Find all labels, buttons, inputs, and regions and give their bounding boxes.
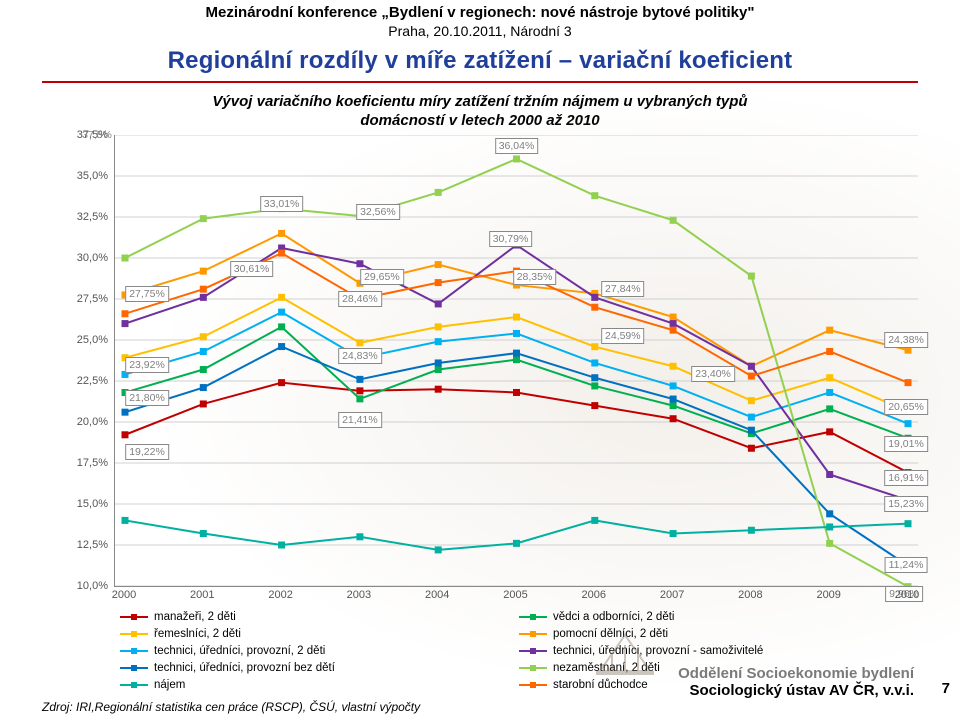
data-label: 27,84% <box>601 281 645 297</box>
legend-swatch <box>519 646 547 656</box>
y-tick-label: 17,5% <box>77 457 108 469</box>
y-tick-label: 27,5% <box>77 293 108 305</box>
data-label: 30,61% <box>230 261 274 277</box>
legend-swatch <box>120 663 148 673</box>
legend-item: nájem <box>120 677 519 694</box>
y-tick-label: 12,5% <box>77 539 108 551</box>
x-tick-label: 2006 <box>582 589 606 601</box>
y-tick-label: 20,0% <box>77 416 108 428</box>
data-label: 28,46% <box>338 291 382 307</box>
title-underline <box>42 81 918 83</box>
legend-item: technici, úředníci, provozní, 2 děti <box>120 643 519 660</box>
y-tick-label: 30,0% <box>77 252 108 264</box>
legend-swatch <box>519 612 547 622</box>
data-label: 15,23% <box>884 496 928 512</box>
data-label: 21,41% <box>338 412 382 428</box>
data-label: 33,01% <box>260 196 304 212</box>
legend-label: řemeslníci, 2 děti <box>154 626 241 643</box>
data-label: 24,59% <box>601 328 645 344</box>
legend-label: nezaměstnaní, 2 děti <box>553 660 660 677</box>
legend-col-left: manažeři, 2 dětiřemeslníci, 2 dětitechni… <box>120 609 519 694</box>
y-tick-label: 35,0% <box>77 170 108 182</box>
y-tick-label: 15,0% <box>77 498 108 510</box>
slide-header: Mezinárodní konference „Bydlení v region… <box>0 0 960 41</box>
data-label: 19,01% <box>884 436 928 452</box>
legend-label: pomocní dělníci, 2 děti <box>553 626 668 643</box>
data-label: 24,83% <box>338 348 382 364</box>
legend-swatch <box>120 646 148 656</box>
footer-inst: Sociologický ústav AV ČR, v.v.i. <box>678 682 914 699</box>
data-label: 28,35% <box>513 269 557 285</box>
y-tick-label: 32,5% <box>77 211 108 223</box>
data-label: 27,75% <box>125 286 169 302</box>
x-tick-label: 2001 <box>190 589 214 601</box>
legend-swatch <box>519 680 547 690</box>
x-tick-label: 2007 <box>660 589 684 601</box>
data-label: 11,24% <box>885 557 928 573</box>
page-number: 7 <box>942 680 950 697</box>
legend-swatch <box>120 612 148 622</box>
data-label: 29,65% <box>360 269 404 285</box>
x-tick-label: 2000 <box>112 589 136 601</box>
data-label: 24,38% <box>884 332 928 348</box>
plot-area: 37,5%36,04%33,01%32,56%30,61%29,65%30,79… <box>114 135 918 587</box>
legend-swatch <box>519 629 547 639</box>
data-label: 21,80% <box>125 390 169 406</box>
chart-subtitle: Vývoj variačního koeficientu míry zatíže… <box>0 93 960 131</box>
legend-item: technici, úředníci, provozní - samoživit… <box>519 643 918 660</box>
data-label: 37,5% <box>79 128 115 142</box>
legend-label: technici, úředníci, provozní - samoživit… <box>553 643 763 660</box>
legend-label: technici, úředníci, provozní bez dětí <box>154 660 335 677</box>
data-label: 36,04% <box>495 138 539 154</box>
x-tick-label: 2002 <box>268 589 292 601</box>
slide-title: Regionální rozdíly v míře zatížení – var… <box>0 47 960 75</box>
legend-swatch <box>120 680 148 690</box>
legend-label: manažeři, 2 děti <box>154 609 236 626</box>
data-label: 16,91% <box>884 470 928 486</box>
data-label: 20,65% <box>884 399 928 415</box>
slide-footer: Oddělení Socioekonomie bydlení Sociologi… <box>678 665 914 699</box>
x-tick-label: 2005 <box>503 589 527 601</box>
legend-item: řemeslníci, 2 děti <box>120 626 519 643</box>
legend-label: vědci a odborníci, 2 děti <box>553 609 674 626</box>
x-tick-label: 2009 <box>816 589 840 601</box>
footer-dept: Oddělení Socioekonomie bydlení <box>678 665 914 682</box>
legend-swatch <box>120 629 148 639</box>
y-tick-label: 25,0% <box>77 334 108 346</box>
chart-svg <box>115 135 918 586</box>
data-label: 23,92% <box>125 357 169 373</box>
y-tick-label: 22,5% <box>77 375 108 387</box>
conference-title: Mezinárodní konference „Bydlení v region… <box>0 4 960 21</box>
legend-label: starobní důchodce <box>553 677 648 694</box>
data-label: 23,40% <box>691 366 735 382</box>
x-axis: 2000 2001 2002 2003 2004 2005 2006 2007 2008 2009… <box>114 589 918 605</box>
legend-item: pomocní dělníci, 2 děti <box>519 626 918 643</box>
legend-label: nájem <box>154 677 185 694</box>
legend-item: technici, úředníci, provozní bez dětí <box>120 660 519 677</box>
legend-item: vědci a odborníci, 2 děti <box>519 609 918 626</box>
data-label: 30,79% <box>489 231 533 247</box>
legend-item: manažeři, 2 děti <box>120 609 519 626</box>
legend-swatch <box>519 663 547 673</box>
x-tick-label: 2003 <box>347 589 371 601</box>
line-chart: 10,0% 12,5% 15,0% 17,5% 20,0% 22,5% 25,0% 27,5%… <box>62 135 918 605</box>
x-tick-label: 2004 <box>425 589 449 601</box>
data-label: 32,56% <box>356 204 400 220</box>
legend-label: technici, úředníci, provozní, 2 děti <box>154 643 325 660</box>
x-tick-label: 2008 <box>738 589 762 601</box>
data-label: 19,22% <box>125 444 169 460</box>
x-tick-label: 2010 <box>895 589 919 601</box>
conference-meta: Praha, 20.10.2011, Národní 3 <box>0 23 960 39</box>
y-axis: 10,0%12,5%15,0%17,5%20,0%22,5%25,0%27,5%… <box>62 135 114 587</box>
y-tick-label: 10,0% <box>77 580 108 592</box>
